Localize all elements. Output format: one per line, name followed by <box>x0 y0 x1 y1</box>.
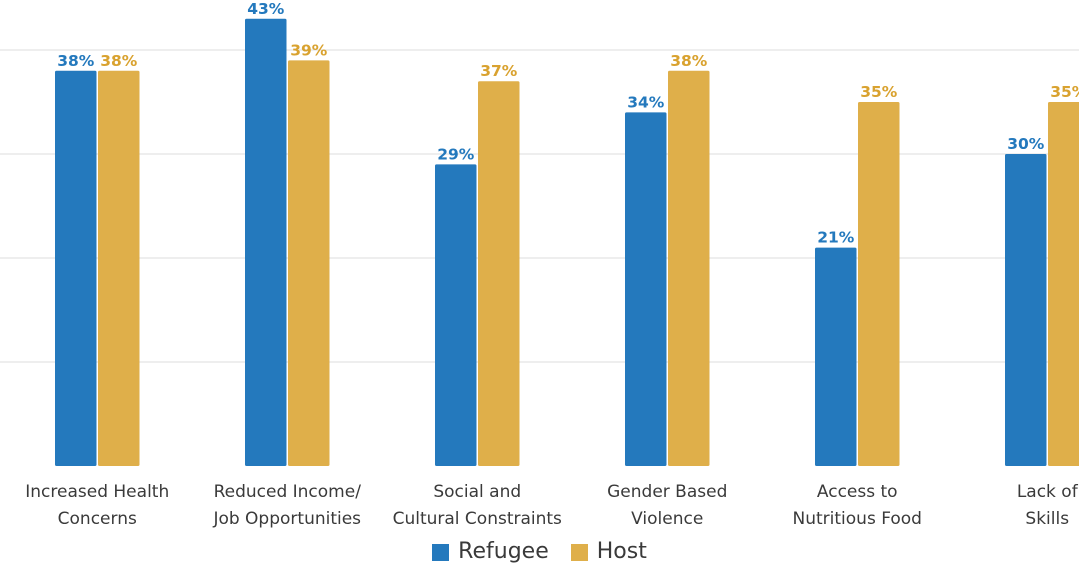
data-label-host-1: 38% <box>100 52 138 70</box>
data-label-host-3: 37% <box>480 62 518 80</box>
data-label-refugee-1: 38% <box>57 52 95 70</box>
category-labels: Increased Health Concerns Reduced Income/J… <box>25 482 1078 529</box>
bar-refugee-2 <box>245 18 287 467</box>
chart-legend: Refugee Host <box>0 538 1079 566</box>
bar-host-1 <box>98 70 140 467</box>
data-label-refugee-4: 34% <box>627 93 665 111</box>
bar-refugee-3 <box>435 164 477 466</box>
category-label-4: Gender Based Violence <box>607 482 727 529</box>
legend-swatch-host <box>570 543 588 561</box>
data-label-host-2: 39% <box>290 41 328 59</box>
bar-host-2 <box>288 60 330 467</box>
legend-item-refugee: Refugee <box>432 541 549 563</box>
bar-refugee-1 <box>55 70 97 467</box>
bar-host-3 <box>478 81 520 466</box>
legend-label-refugee: Refugee <box>458 539 549 564</box>
bar-refugee-6 <box>1005 154 1047 466</box>
bar-host-5 <box>858 102 900 466</box>
category-label-5: Access to Nutritious Food <box>793 482 922 529</box>
gridlines <box>0 49 1079 363</box>
data-labels: 38% 38% 43% 39% 29% 37% 34% 38% 21% 35% 30% 35% <box>57 0 1079 247</box>
bar-host-4 <box>668 70 710 467</box>
category-label-6: Lack of Skills <box>1017 482 1079 529</box>
bars <box>55 18 1079 467</box>
category-label-1: Increased Health Concerns <box>25 482 169 529</box>
legend-label-host: Host <box>596 539 647 564</box>
data-label-host-5: 35% <box>860 83 898 101</box>
data-label-refugee-2: 43% <box>247 0 285 18</box>
data-label-refugee-6: 30% <box>1007 135 1045 153</box>
bar-refugee-4 <box>625 112 667 467</box>
bar-refugee-5 <box>815 247 857 466</box>
category-label-2: Reduced Income/Job Opportunities <box>212 482 361 529</box>
data-label-refugee-3: 29% <box>437 145 475 163</box>
bar-host-6 <box>1048 102 1079 466</box>
legend-item-host: Host <box>570 539 647 564</box>
category-label-3: Social and Cultural Constraints <box>393 482 562 529</box>
legend-swatch-refugee <box>432 543 450 561</box>
data-label-host-4: 38% <box>670 52 708 70</box>
data-label-host-6: 35% <box>1050 83 1079 101</box>
data-label-refugee-5: 21% <box>817 229 855 247</box>
